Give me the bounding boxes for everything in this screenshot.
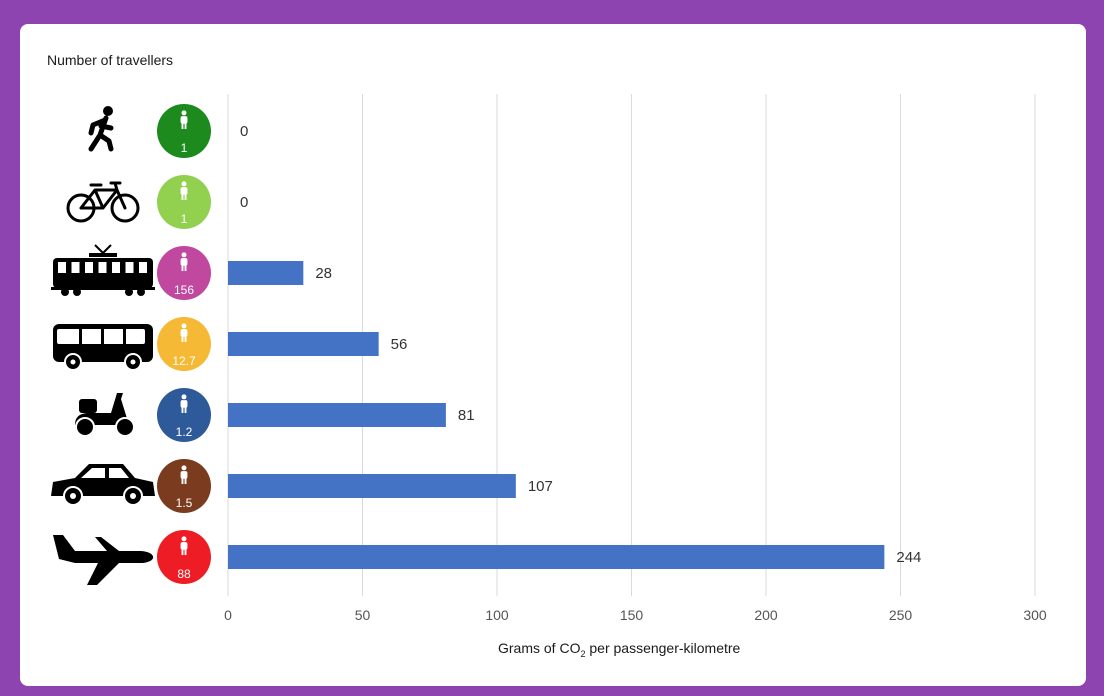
person-leg	[184, 194, 187, 200]
person-icon	[180, 536, 188, 555]
person-icon	[180, 323, 188, 342]
data-label: 107	[528, 478, 553, 495]
bar	[228, 474, 516, 498]
airplane-icon	[53, 535, 154, 585]
traveller-count: 1.5	[176, 496, 193, 510]
walking-icon	[88, 106, 114, 152]
person-icon	[180, 394, 188, 413]
traveller-badge: 88	[157, 530, 211, 584]
person-leg	[184, 478, 187, 484]
traveller-count: 1.2	[176, 425, 193, 439]
traveller-badge: 1.5	[157, 459, 211, 513]
traveller-badge-circle	[157, 317, 211, 371]
person-icon	[180, 465, 188, 484]
bar	[228, 403, 446, 427]
chart-card: Number of travellers 0 50 100 150 200 250 300 1…	[20, 24, 1086, 686]
person-leg	[184, 123, 187, 129]
traveller-badge-circle	[157, 388, 211, 442]
person-body	[180, 329, 188, 337]
bar	[228, 261, 304, 285]
bar	[228, 332, 379, 356]
bar-chart: 0 50 100 150 200 250 300 1 0 1 0 156 28 12.7 56 1.2 81 1.…	[51, 94, 1047, 623]
person-leg	[184, 336, 187, 342]
data-label: 56	[391, 336, 408, 353]
traveller-badge: 1	[157, 175, 211, 229]
x-tick-label: 250	[889, 607, 913, 623]
person-leg	[181, 407, 184, 413]
person-head	[181, 181, 187, 187]
traveller-badge-circle	[157, 246, 211, 300]
x-tick-label: 50	[355, 607, 371, 623]
person-leg	[181, 549, 184, 555]
x-axis-label: Grams of CO2 per passenger-kilometre	[498, 640, 741, 659]
data-label: 0	[240, 123, 248, 140]
person-head	[181, 110, 187, 116]
traveller-badge: 1.2	[157, 388, 211, 442]
traveller-badge-circle	[157, 175, 211, 229]
person-leg	[184, 407, 187, 413]
x-tick-label: 150	[620, 607, 644, 623]
data-label: 244	[896, 549, 921, 566]
data-label: 28	[315, 265, 332, 282]
traveller-badge-circle	[157, 104, 211, 158]
person-leg	[184, 265, 187, 271]
data-label: 0	[240, 194, 248, 211]
tram-icon	[51, 244, 155, 296]
traveller-count: 1	[181, 141, 188, 155]
traveller-count: 88	[177, 567, 191, 581]
traveller-badge: 156	[157, 246, 211, 300]
person-head	[181, 323, 187, 329]
person-icon	[180, 181, 188, 200]
person-leg	[181, 194, 184, 200]
traveller-badge: 12.7	[157, 317, 211, 371]
person-icon	[180, 110, 188, 129]
person-leg	[184, 549, 187, 555]
traveller-count: 12.7	[172, 354, 196, 368]
travellers-title: Number of travellers	[47, 52, 174, 68]
person-icon	[180, 252, 188, 271]
person-head	[181, 536, 187, 542]
bus-icon	[53, 324, 153, 371]
person-leg	[181, 265, 184, 271]
x-tick-label: 100	[485, 607, 509, 623]
person-head	[181, 465, 187, 471]
x-tick-label: 0	[224, 607, 232, 623]
x-tick-label: 200	[754, 607, 778, 623]
person-head	[181, 252, 187, 258]
bicycle-icon	[66, 181, 140, 223]
person-leg	[181, 123, 184, 129]
traveller-count: 1	[181, 212, 188, 226]
person-body	[180, 187, 188, 195]
person-body	[180, 400, 188, 408]
person-body	[180, 116, 188, 124]
x-tick-label: 300	[1023, 607, 1047, 623]
traveller-badge: 1	[157, 104, 211, 158]
car-icon	[51, 464, 155, 506]
traveller-badge-circle	[157, 530, 211, 584]
bar	[228, 545, 885, 569]
traveller-count: 156	[174, 283, 194, 297]
person-head	[181, 394, 187, 400]
person-body	[180, 471, 188, 479]
person-leg	[181, 336, 184, 342]
person-leg	[181, 478, 184, 484]
data-label: 81	[458, 407, 475, 424]
scooter-icon	[75, 393, 135, 437]
person-body	[180, 542, 188, 550]
traveller-badge-circle	[157, 459, 211, 513]
person-body	[180, 258, 188, 266]
